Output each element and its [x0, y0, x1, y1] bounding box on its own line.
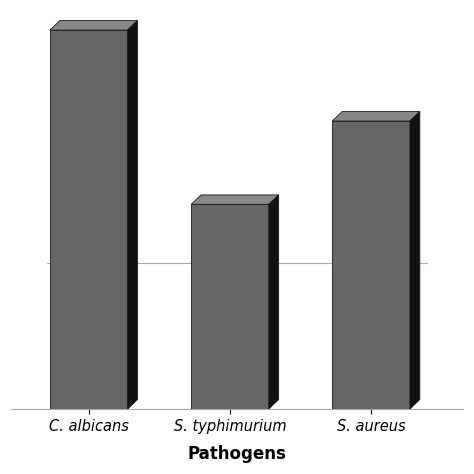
- Polygon shape: [191, 195, 279, 204]
- Polygon shape: [269, 195, 279, 409]
- Polygon shape: [332, 121, 410, 409]
- X-axis label: Pathogens: Pathogens: [188, 445, 286, 463]
- Polygon shape: [50, 30, 128, 409]
- Polygon shape: [410, 111, 420, 409]
- Polygon shape: [128, 20, 137, 409]
- Polygon shape: [332, 111, 420, 121]
- Polygon shape: [191, 204, 269, 409]
- Polygon shape: [50, 20, 137, 30]
